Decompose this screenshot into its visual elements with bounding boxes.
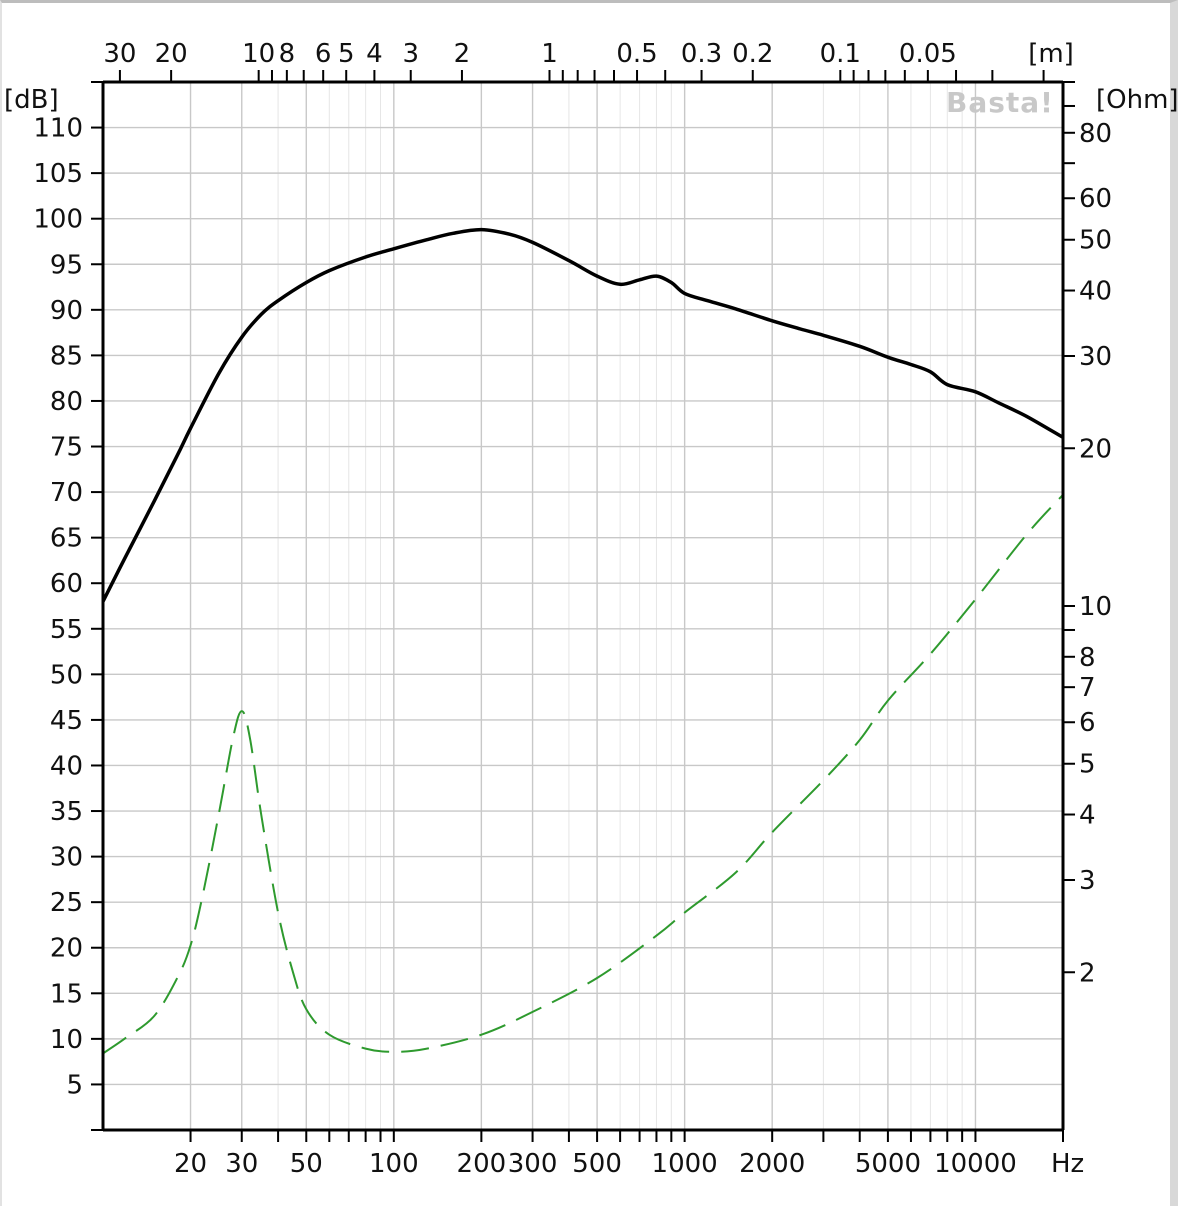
x-tick-label: 10000 (934, 1149, 1017, 1179)
top-tick-label: 6 (315, 39, 332, 69)
top-tick-label: 0.5 (616, 39, 657, 69)
y-right-tick-label: 6 (1079, 708, 1096, 738)
x-tick-label: 200 (457, 1149, 507, 1179)
plot-background (103, 82, 1063, 1130)
y-right-tick-label: 80 (1079, 119, 1112, 149)
x-tick-label: 5000 (855, 1149, 921, 1179)
top-tick-label: 0.1 (820, 39, 861, 69)
y-left-tick-label: 35 (50, 797, 83, 827)
y-right-tick-label: 5 (1079, 750, 1096, 780)
y-left-tick-label: 5 (66, 1070, 83, 1100)
top-tick-label: 0.3 (681, 39, 722, 69)
y-left-tick-label: 30 (50, 843, 83, 873)
top-tick-label: 0.05 (899, 39, 957, 69)
top-tick-label: 30 (103, 39, 136, 69)
x-tick-label: 1000 (652, 1149, 718, 1179)
y-right-unit-label: [Ohm] (1096, 85, 1178, 115)
y-left-tick-label: 90 (50, 296, 83, 326)
x-tick-label: 50 (290, 1149, 323, 1179)
y-left-tick-label: 60 (50, 569, 83, 599)
watermark-text: Basta! (946, 86, 1054, 119)
y-right-tick-label: 40 (1079, 277, 1112, 307)
top-tick-label: 4 (366, 39, 383, 69)
y-left-tick-label: 65 (50, 524, 83, 554)
y-left-tick-label: 95 (50, 250, 83, 280)
top-tick-label: 20 (155, 39, 188, 69)
top-tick-label: 1 (541, 39, 558, 69)
y-right-tick-label: 3 (1079, 866, 1096, 896)
top-tick-label: 2 (454, 39, 471, 69)
x-tick-label: 30 (225, 1149, 258, 1179)
y-left-tick-label: 55 (50, 615, 83, 645)
series-layer (101, 227, 1064, 1055)
y-left-tick-label: 80 (50, 387, 83, 417)
spl-curve (101, 227, 1064, 603)
x-tick-label: 300 (508, 1149, 558, 1179)
top-tick-label: 5 (338, 39, 355, 69)
top-tick-label: 10 (242, 39, 275, 69)
y-left-tick-label: 100 (33, 205, 83, 235)
top-tick-label: 3 (402, 39, 419, 69)
y-right-tick-label: 30 (1079, 342, 1112, 372)
y-left-tick-label: 40 (50, 751, 83, 781)
y-left-tick-label: 105 (33, 159, 83, 189)
y-left-tick-label: 25 (50, 888, 83, 918)
y-left-tick-label: 75 (50, 433, 83, 463)
y-right-tick-label: 20 (1079, 434, 1112, 464)
top-unit-label: [m] (1028, 39, 1074, 69)
x-unit-label: Hz (1051, 1149, 1084, 1179)
y-left-tick-label: 45 (50, 706, 83, 736)
y-right-tick-label: 50 (1079, 226, 1112, 256)
y-left-tick-label: 85 (50, 341, 83, 371)
x-tick-label: 500 (572, 1149, 622, 1179)
y-left-tick-label: 50 (50, 660, 83, 690)
y-right-tick-label: 8 (1079, 643, 1096, 673)
top-tick-label: 8 (279, 39, 296, 69)
y-right-tick-label: 60 (1079, 184, 1112, 214)
y-right-tick-label: 7 (1079, 673, 1096, 703)
y-left-tick-label: 110 (33, 114, 83, 144)
y-left-tick-label: 15 (50, 979, 83, 1009)
y-right-tick-label: 4 (1079, 801, 1096, 831)
y-left-unit-label: [dB] (4, 85, 59, 115)
impedance-curve (102, 494, 1064, 1055)
top-tick-label: 0.2 (732, 39, 773, 69)
y-left-tick-label: 10 (50, 1025, 83, 1055)
y-left-tick-label: 70 (50, 478, 83, 508)
grid-layer (103, 82, 1064, 1130)
y-left-tick-label: 20 (50, 934, 83, 964)
plot-frame (91, 70, 1075, 1142)
x-tick-label: 20 (174, 1149, 207, 1179)
y-right-tick-label: 2 (1079, 958, 1096, 988)
x-tick-label: 2000 (739, 1149, 805, 1179)
axis-labels: 20 30 50 100 200 300 500 1000 2000 5000 10000 Hz 30 2… (4, 39, 1178, 1179)
y-right-tick-label: 10 (1079, 592, 1112, 622)
x-tick-label: 100 (369, 1149, 419, 1179)
